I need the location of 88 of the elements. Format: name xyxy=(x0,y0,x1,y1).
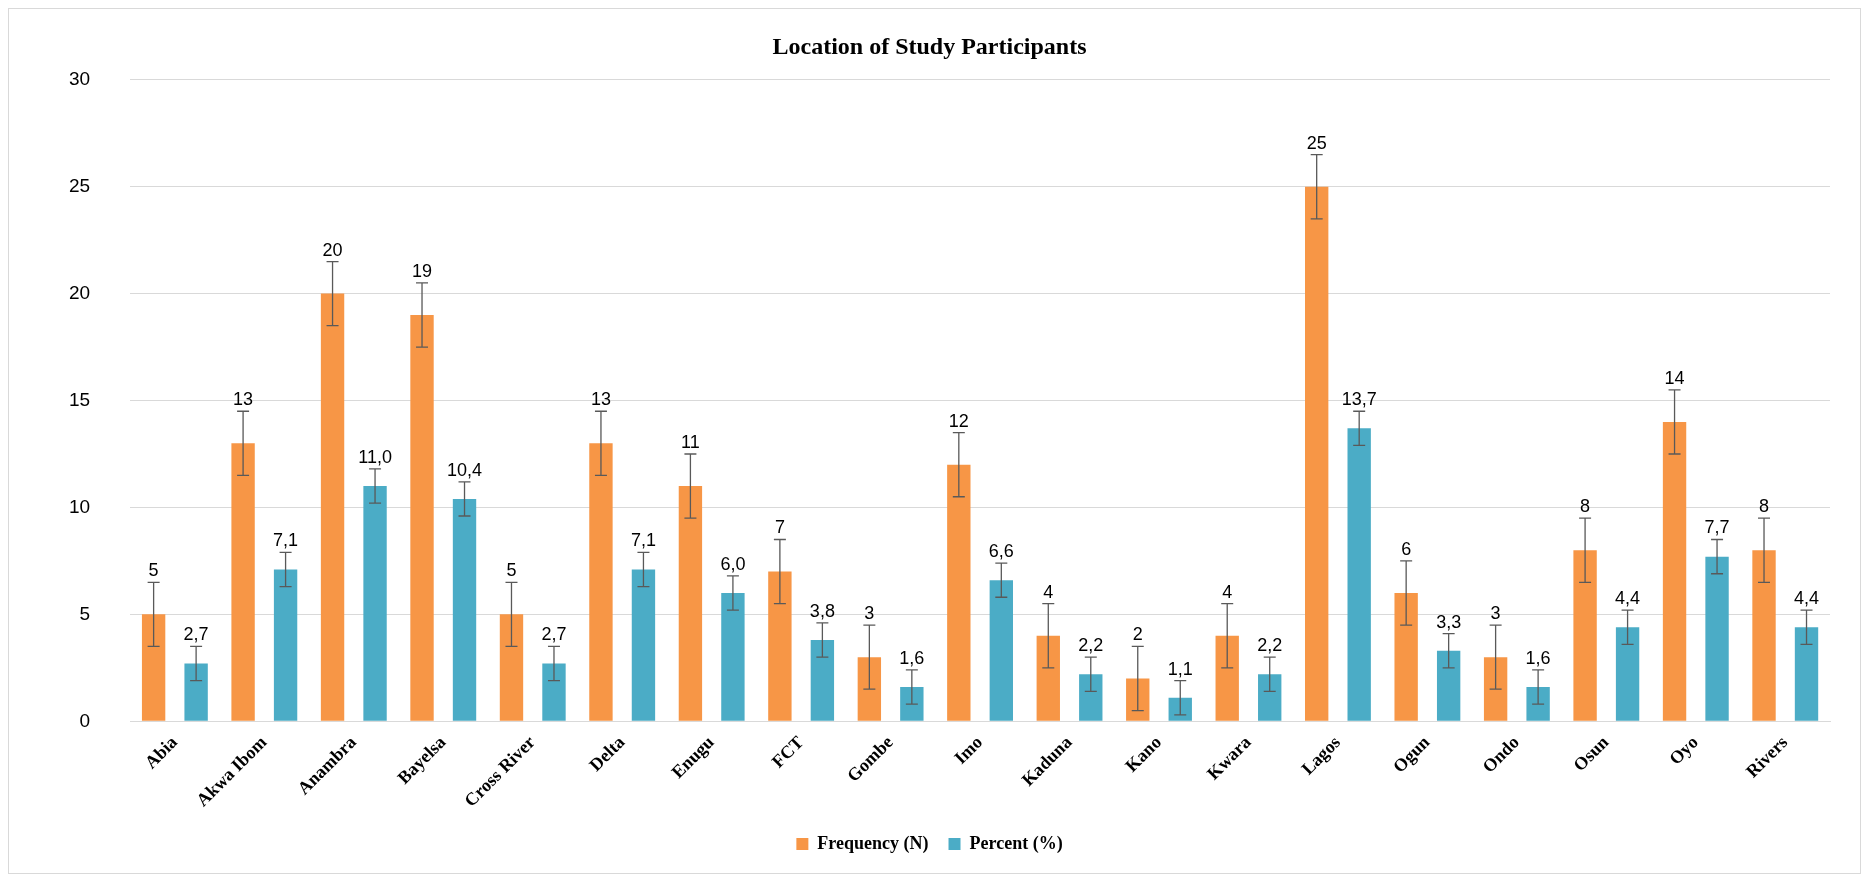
data-label: 1,1 xyxy=(1167,658,1193,679)
bar xyxy=(1305,186,1329,721)
bar xyxy=(631,569,656,721)
bar xyxy=(499,614,524,721)
bar xyxy=(1036,635,1060,721)
bar xyxy=(1573,550,1597,721)
data-label: 5 xyxy=(506,560,517,581)
y-tick-label: 0 xyxy=(79,709,91,731)
bar xyxy=(1483,657,1508,721)
bar xyxy=(768,571,792,721)
data-label: 7,7 xyxy=(1704,517,1730,538)
data-label: 6,0 xyxy=(720,553,746,574)
data-label: 6 xyxy=(1401,538,1412,559)
data-label: 8 xyxy=(1759,496,1770,517)
data-label: 3,8 xyxy=(809,600,835,621)
data-label: 25 xyxy=(1306,132,1327,153)
bar xyxy=(810,640,835,721)
data-label: 5 xyxy=(148,560,159,581)
data-label: 11 xyxy=(681,431,700,452)
data-label: 4 xyxy=(1043,581,1054,602)
bar xyxy=(1347,428,1371,721)
data-label: 6,6 xyxy=(988,541,1014,562)
x-tick-label: Imo xyxy=(950,731,987,768)
bar xyxy=(721,592,745,721)
bar xyxy=(1662,421,1687,721)
bar xyxy=(410,315,434,721)
data-label: 13,7 xyxy=(1341,389,1377,410)
bar xyxy=(1752,550,1776,721)
data-label: 2,7 xyxy=(541,624,567,645)
y-tick-label: 20 xyxy=(68,281,91,303)
data-label: 8 xyxy=(1580,496,1591,517)
bar xyxy=(184,663,208,721)
data-label: 7,1 xyxy=(273,530,299,551)
data-label: 4,4 xyxy=(1794,588,1820,609)
bar xyxy=(1394,592,1418,721)
bar xyxy=(678,486,703,721)
bar xyxy=(363,486,387,721)
legend-label: Frequency (N) xyxy=(817,832,929,854)
data-label: 14 xyxy=(1664,367,1685,388)
data-label: 2,2 xyxy=(1257,635,1283,656)
legend-label: Percent (%) xyxy=(969,832,1063,854)
data-label: 4 xyxy=(1222,581,1233,602)
bar xyxy=(231,443,255,721)
chart-title: Location of Study Participants xyxy=(772,32,1087,59)
y-tick-label: 5 xyxy=(79,602,91,624)
x-tick-label: Oyo xyxy=(1665,731,1702,769)
data-label: 3,3 xyxy=(1436,611,1462,632)
y-tick-label: 10 xyxy=(68,495,91,517)
y-tick-label: 15 xyxy=(68,388,91,410)
bar xyxy=(141,614,166,721)
data-label: 2 xyxy=(1132,624,1143,645)
bar xyxy=(542,663,566,721)
bar xyxy=(1705,556,1729,721)
bar xyxy=(989,580,1013,721)
bar xyxy=(857,657,882,721)
data-label: 4,4 xyxy=(1615,588,1641,609)
bar xyxy=(1258,674,1282,721)
bar xyxy=(1079,674,1103,721)
data-label: 19 xyxy=(412,260,433,281)
y-tick-label: 25 xyxy=(68,174,91,196)
data-label: 10,4 xyxy=(446,459,483,480)
bar xyxy=(1168,697,1192,721)
data-label: 1,6 xyxy=(1525,647,1551,668)
bar xyxy=(1794,627,1819,721)
bar xyxy=(589,443,613,721)
bar xyxy=(452,498,477,721)
data-label: 2,2 xyxy=(1078,635,1104,656)
bar xyxy=(1615,627,1640,721)
data-label: 7,1 xyxy=(630,530,656,551)
data-label: 13 xyxy=(233,389,254,410)
bar xyxy=(1436,650,1461,721)
data-label: 12 xyxy=(948,410,969,431)
data-label: 3 xyxy=(864,603,875,624)
data-label: 7 xyxy=(774,517,785,538)
bar xyxy=(320,293,345,721)
data-label: 11,0 xyxy=(358,446,392,467)
y-tick-label: 30 xyxy=(68,68,91,90)
data-label: 1,6 xyxy=(899,647,925,668)
data-label: 3 xyxy=(1490,603,1501,624)
bar xyxy=(1215,635,1239,721)
data-label: 13 xyxy=(590,389,611,410)
bar xyxy=(947,464,971,721)
bar xyxy=(1526,687,1550,721)
bar xyxy=(1126,678,1150,721)
bar xyxy=(273,569,298,721)
bar xyxy=(900,687,924,721)
data-label: 20 xyxy=(322,239,343,260)
data-label: 2,7 xyxy=(183,624,209,645)
